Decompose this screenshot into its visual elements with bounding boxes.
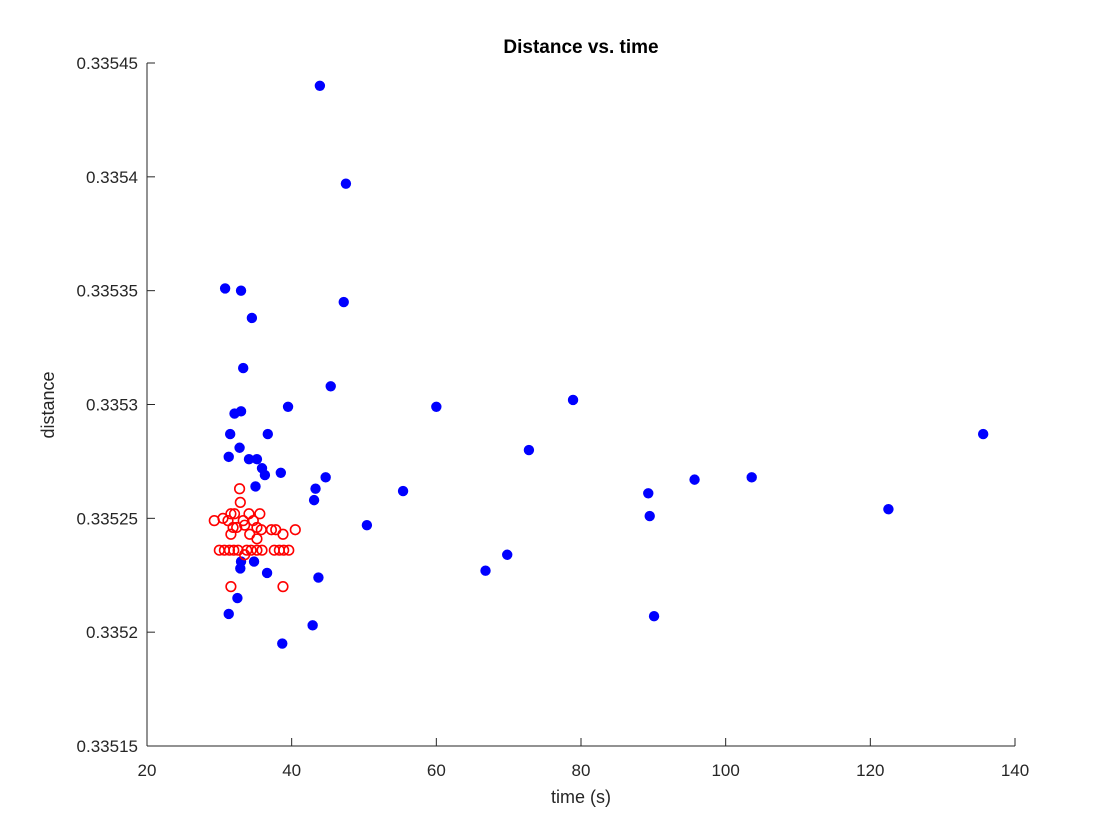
y-tick-label: 0.3353 [86, 396, 138, 415]
red-data-point [239, 519, 251, 531]
red-data-point [217, 512, 229, 524]
blue-data-point [275, 467, 287, 479]
red-data-point [234, 496, 246, 508]
x-tick-label: 20 [138, 761, 157, 780]
blue-data-point [644, 510, 655, 522]
x-tick-label: 60 [427, 761, 446, 780]
blue-data-point [431, 401, 442, 412]
blue-data-point [251, 453, 263, 465]
blue-data-point [235, 406, 247, 417]
blue-data-point [246, 312, 258, 324]
x-tick-label: 100 [711, 761, 739, 780]
red-data-point [239, 549, 251, 561]
red-data-point [251, 533, 263, 545]
red-data-point [225, 528, 237, 540]
y-tick-label: 0.3352 [86, 623, 138, 642]
blue-data-point [232, 592, 243, 604]
red-data-point [225, 581, 237, 593]
blue-data-point [310, 483, 321, 494]
blue-data-point [397, 485, 409, 497]
blue-data-point [234, 442, 245, 453]
red-data-point [256, 544, 268, 556]
blue-data-point [259, 469, 271, 481]
blue-data-point [689, 474, 700, 485]
x-tick-label: 140 [1001, 761, 1029, 780]
series-blue-points [219, 80, 989, 649]
red-data-point [265, 524, 278, 536]
blue-data-point [480, 565, 491, 576]
blue-data-point [502, 549, 513, 560]
red-data-point [228, 544, 240, 556]
chart-title: Distance vs. time [503, 37, 658, 58]
y-tick-label: 0.33535 [77, 282, 138, 301]
blue-data-point [320, 472, 331, 483]
x-tick-label: 40 [282, 761, 301, 780]
red-data-point [247, 515, 259, 527]
blue-data-point [314, 80, 326, 91]
red-data-point [227, 521, 239, 534]
blue-data-point [361, 519, 373, 531]
red-data-point [254, 508, 266, 520]
y-tick-label: 0.3354 [86, 168, 138, 187]
blue-data-point [313, 572, 324, 583]
red-data-point [283, 544, 295, 556]
blue-data-point [248, 556, 260, 567]
blue-data-point [648, 611, 660, 622]
blue-data-point [219, 283, 231, 294]
blue-data-point [235, 563, 246, 574]
blue-data-point [883, 504, 894, 515]
y-tick-label: 0.33545 [77, 54, 138, 73]
x-tick-label: 120 [856, 761, 884, 780]
blue-data-point [523, 444, 535, 456]
blue-data-point [340, 178, 352, 189]
blue-data-point [567, 394, 579, 406]
red-data-point [278, 544, 290, 556]
y-tick-label: 0.33525 [77, 509, 138, 528]
blue-data-point [643, 488, 654, 499]
blue-data-point [282, 401, 294, 412]
blue-data-point [977, 428, 989, 440]
blue-data-point [308, 494, 320, 506]
red-data-point [231, 521, 243, 534]
blue-data-point [223, 608, 234, 620]
blue-data-point [325, 381, 336, 392]
red-data-point [289, 524, 301, 536]
x-axis-ticks: 20 40 60 80 100 120 140 [138, 738, 1029, 780]
red-data-point [277, 528, 289, 540]
red-data-point [251, 544, 263, 556]
blue-data-point [277, 638, 288, 649]
red-data-point [228, 508, 241, 520]
y-axis-ticks: 0.33515 0.3352 0.33525 0.3353 0.33535 0.3354 0… [77, 54, 155, 756]
blue-data-point [746, 472, 757, 483]
red-data-point [233, 483, 246, 495]
red-data-point [223, 544, 236, 556]
blue-data-point [238, 362, 249, 374]
x-axis-label: time (s) [551, 787, 611, 807]
blue-data-point [235, 285, 247, 296]
blue-data-point [223, 451, 234, 463]
blue-data-point [261, 567, 273, 579]
red-data-point [277, 581, 289, 593]
blue-data-point [338, 296, 349, 308]
series-red-points [208, 483, 301, 593]
blue-data-point [224, 428, 236, 440]
blue-data-point [250, 481, 261, 492]
blue-data-point [307, 620, 318, 631]
x-tick-label: 80 [572, 761, 591, 780]
blue-data-point [262, 428, 273, 440]
y-axis-label: distance [38, 371, 58, 438]
y-tick-label: 0.33515 [77, 737, 138, 756]
